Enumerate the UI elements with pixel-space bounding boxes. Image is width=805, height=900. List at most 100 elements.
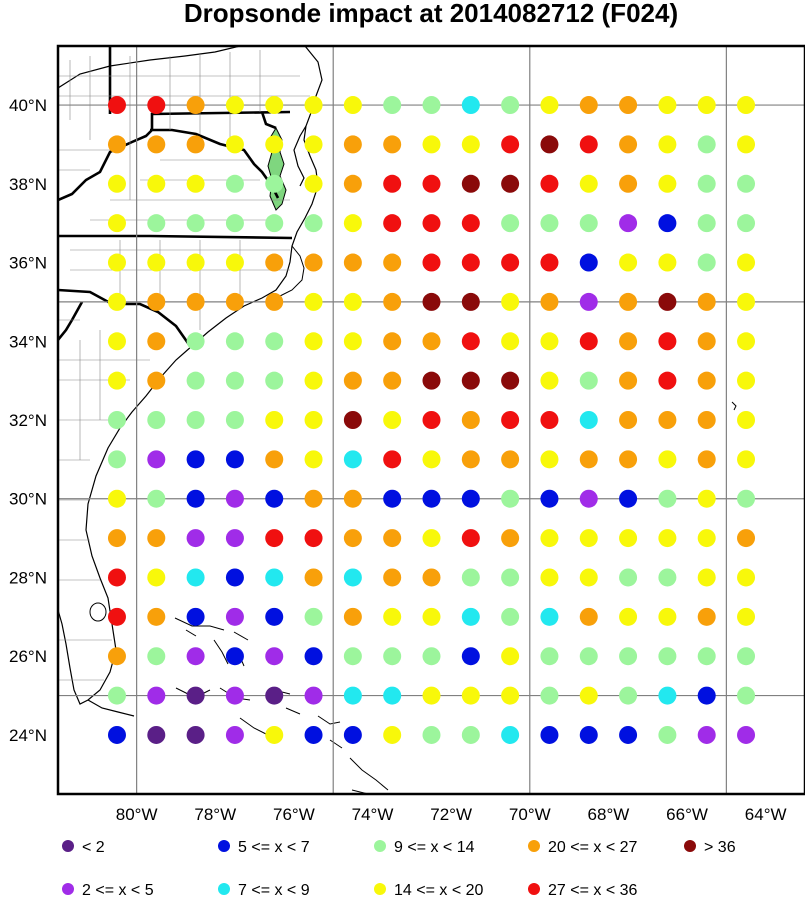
delaware-bay xyxy=(293,125,307,187)
impact-marker xyxy=(579,292,598,311)
legend-item-c3: 7 <= x < 9 xyxy=(218,882,310,899)
impact-marker xyxy=(107,568,126,587)
lon-tick-label: 68°W xyxy=(588,805,630,824)
impact-marker xyxy=(304,96,323,115)
impact-marker xyxy=(107,214,126,233)
impact-marker xyxy=(540,607,559,626)
legend-label: 27 <= x < 36 xyxy=(548,882,638,899)
impact-marker xyxy=(461,411,480,429)
impact-marker xyxy=(147,568,166,587)
impact-marker xyxy=(461,568,480,587)
impact-marker xyxy=(737,292,756,311)
impact-marker xyxy=(579,411,598,429)
legend-item-c5: 14 <= x < 20 xyxy=(374,882,484,899)
axis-labels: 80°W 78°W 76°W 74°W 72°W 70°W 68°W 66°W 64°W 24°N… xyxy=(9,96,787,824)
impact-marker xyxy=(383,253,402,272)
impact-marker xyxy=(343,214,362,233)
impact-marker xyxy=(186,568,205,587)
impact-marker xyxy=(304,450,323,469)
impact-marker xyxy=(579,174,598,193)
lon-tick-label: 76°W xyxy=(273,805,315,824)
impact-marker xyxy=(186,529,205,548)
impact-marker xyxy=(147,371,166,390)
impact-marker xyxy=(107,647,126,666)
impact-marker xyxy=(697,568,716,587)
impact-marker xyxy=(186,214,205,233)
impact-marker xyxy=(147,411,166,429)
impact-marker xyxy=(619,725,638,744)
impact-marker xyxy=(461,607,480,626)
impact-marker xyxy=(225,214,244,233)
impact-marker xyxy=(619,529,638,548)
legend-swatch xyxy=(374,840,386,852)
impact-marker xyxy=(697,450,716,469)
impact-marker xyxy=(343,411,362,429)
impact-marker xyxy=(619,332,638,351)
impact-marker xyxy=(658,292,677,311)
impact-marker xyxy=(304,135,323,154)
impact-marker xyxy=(540,568,559,587)
impact-marker xyxy=(737,135,756,154)
impact-marker xyxy=(225,489,244,508)
impact-marker xyxy=(343,489,362,508)
impact-marker xyxy=(343,529,362,548)
lon-tick-label: 78°W xyxy=(194,805,236,824)
impact-marker xyxy=(383,174,402,193)
impact-marker xyxy=(579,371,598,390)
impact-marker xyxy=(422,647,441,666)
impact-marker xyxy=(186,332,205,351)
legend-swatch xyxy=(528,883,540,895)
impact-marker xyxy=(107,292,126,311)
impact-marker xyxy=(697,214,716,233)
legend-swatch xyxy=(62,840,74,852)
impact-marker xyxy=(658,253,677,272)
impact-marker xyxy=(697,489,716,508)
impact-marker xyxy=(225,253,244,272)
impact-marker xyxy=(383,686,402,705)
legend-swatch xyxy=(62,883,74,895)
legend-item-c0: < 2 xyxy=(62,839,105,856)
impact-marker xyxy=(579,725,598,744)
impact-marker xyxy=(422,135,441,154)
impact-marker xyxy=(186,96,205,115)
state-borders xyxy=(58,46,293,347)
impact-marker xyxy=(186,371,205,390)
impact-marker xyxy=(697,332,716,351)
impact-marker xyxy=(737,371,756,390)
impact-marker xyxy=(383,647,402,666)
map-frame xyxy=(56,44,805,796)
impact-marker xyxy=(383,411,402,429)
impact-marker xyxy=(147,686,166,705)
impact-marker xyxy=(383,529,402,548)
impact-marker xyxy=(579,450,598,469)
impact-marker xyxy=(540,725,559,744)
legend-swatch xyxy=(218,840,230,852)
impact-marker xyxy=(697,96,716,115)
impact-marker xyxy=(737,253,756,272)
impact-marker xyxy=(265,686,284,705)
impact-marker xyxy=(265,607,284,626)
impact-marker xyxy=(540,489,559,508)
impact-marker xyxy=(107,686,126,705)
impact-marker xyxy=(265,647,284,666)
impact-marker xyxy=(147,529,166,548)
legend-label: 5 <= x < 7 xyxy=(238,839,310,856)
legend-item-c4: 9 <= x < 14 xyxy=(374,839,475,856)
legend-item-c1: 2 <= x < 5 xyxy=(62,882,154,899)
impact-marker xyxy=(619,253,638,272)
impact-marker xyxy=(579,489,598,508)
impact-marker xyxy=(540,686,559,705)
impact-marker xyxy=(383,371,402,390)
impact-marker xyxy=(579,214,598,233)
impact-marker xyxy=(265,725,284,744)
impact-marker xyxy=(265,332,284,351)
impact-marker xyxy=(265,253,284,272)
impact-marker xyxy=(461,96,480,115)
impact-marker xyxy=(343,174,362,193)
impact-marker xyxy=(501,371,520,390)
impact-marker xyxy=(422,607,441,626)
impact-marker xyxy=(737,725,756,744)
impact-marker xyxy=(579,96,598,115)
impact-marker xyxy=(422,529,441,548)
